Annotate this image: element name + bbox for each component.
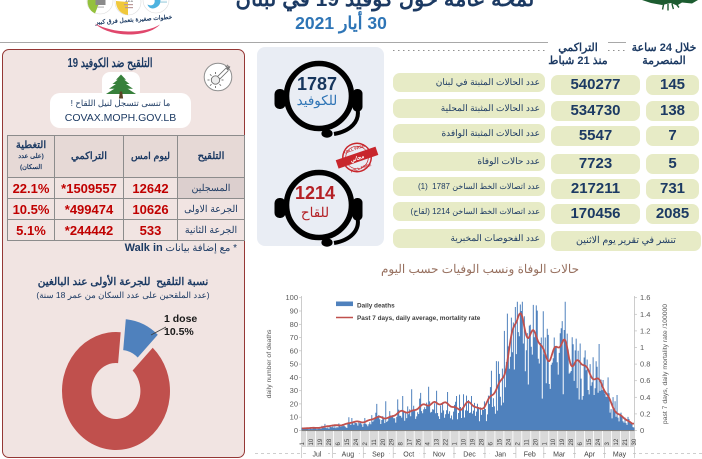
svg-text:22: 22 <box>444 438 450 445</box>
svg-text:Jul: Jul <box>313 452 322 459</box>
svg-text:28: 28 <box>569 438 575 445</box>
svg-text:11: 11 <box>372 439 378 446</box>
svg-text:24: 24 <box>596 438 602 445</box>
svg-text:past 7 days, daily mortality r: past 7 days, daily mortality rate /10000… <box>662 304 669 424</box>
svg-text:80: 80 <box>290 320 298 329</box>
svg-text:20: 20 <box>290 399 298 408</box>
svg-text:0.6: 0.6 <box>640 376 650 385</box>
svg-text:90: 90 <box>290 307 298 316</box>
svg-text:10: 10 <box>309 438 315 445</box>
svg-text:Dec: Dec <box>463 452 476 459</box>
svg-text:19: 19 <box>560 438 566 445</box>
svg-text:21: 21 <box>623 438 629 445</box>
svg-text:28: 28 <box>480 438 486 445</box>
svg-text:19: 19 <box>318 438 324 445</box>
svg-text:6: 6 <box>488 442 494 446</box>
svg-text:May: May <box>613 452 627 459</box>
svg-text:Apr: Apr <box>584 452 596 459</box>
svg-text:29: 29 <box>390 438 396 445</box>
svg-text:مجاني: مجاني <box>349 153 365 164</box>
svg-text:Past 7 days, daily average, mo: Past 7 days, daily average, mortality ra… <box>357 315 481 322</box>
svg-text:Mar: Mar <box>553 452 566 459</box>
svg-text:10: 10 <box>462 438 468 445</box>
svg-text:40: 40 <box>290 373 298 382</box>
svg-text:24: 24 <box>354 438 360 445</box>
svg-text:4: 4 <box>426 442 432 446</box>
svg-text:0.2: 0.2 <box>640 409 650 418</box>
svg-text:15: 15 <box>587 438 593 445</box>
svg-text:50: 50 <box>290 360 298 369</box>
svg-text:Daily deaths: Daily deaths <box>357 303 395 310</box>
svg-text:30: 30 <box>632 438 638 445</box>
svg-text:121: 121 <box>125 0 134 4</box>
svg-text:60: 60 <box>290 346 298 355</box>
svg-text:20: 20 <box>533 438 539 445</box>
svg-text:1.6: 1.6 <box>640 293 650 302</box>
svg-text:2: 2 <box>363 442 369 446</box>
svg-text:daily number of deaths: daily number of deaths <box>266 329 273 398</box>
svg-text:1: 1 <box>542 442 548 446</box>
svg-text:12: 12 <box>614 438 620 445</box>
svg-text:10: 10 <box>551 438 557 445</box>
svg-text:6: 6 <box>578 442 584 446</box>
svg-text:Feb: Feb <box>524 452 536 459</box>
svg-text:19: 19 <box>471 438 477 445</box>
svg-text:30: 30 <box>290 386 298 395</box>
svg-text:1.2: 1.2 <box>640 326 650 335</box>
svg-text:خطوات صغيرة بتعمل فرق كبير: خطوات صغيرة بتعمل فرق كبير <box>94 14 173 26</box>
svg-text:15: 15 <box>345 438 351 445</box>
svg-text:6: 6 <box>336 442 342 446</box>
svg-text:Aug: Aug <box>342 452 355 459</box>
svg-text:15: 15 <box>497 438 503 445</box>
svg-text:0: 0 <box>294 426 298 435</box>
svg-text:1: 1 <box>300 442 306 446</box>
svg-text:0.8: 0.8 <box>640 360 650 369</box>
svg-text:1: 1 <box>640 343 644 352</box>
svg-text:24: 24 <box>506 438 512 445</box>
svg-text:Oct: Oct <box>403 452 414 459</box>
svg-text:10: 10 <box>290 413 298 422</box>
svg-text:0: 0 <box>640 426 644 435</box>
svg-text:2: 2 <box>515 442 521 446</box>
svg-text:20: 20 <box>381 438 387 445</box>
svg-text:Jan: Jan <box>495 452 506 459</box>
svg-text:8: 8 <box>399 442 405 446</box>
svg-text:100: 100 <box>285 293 298 302</box>
svg-text:11: 11 <box>524 439 530 446</box>
svg-text:0.4: 0.4 <box>640 393 650 402</box>
svg-text:17: 17 <box>408 438 414 445</box>
svg-text:13: 13 <box>435 438 441 445</box>
svg-text:1: 1 <box>453 442 459 446</box>
svg-text:70: 70 <box>290 333 298 342</box>
svg-text:3: 3 <box>605 442 611 446</box>
svg-text:Sep: Sep <box>372 452 385 459</box>
svg-text:1.4: 1.4 <box>640 310 650 319</box>
svg-text:26: 26 <box>417 438 423 445</box>
svg-text:Nov: Nov <box>433 452 446 459</box>
svg-text:28: 28 <box>327 438 333 445</box>
